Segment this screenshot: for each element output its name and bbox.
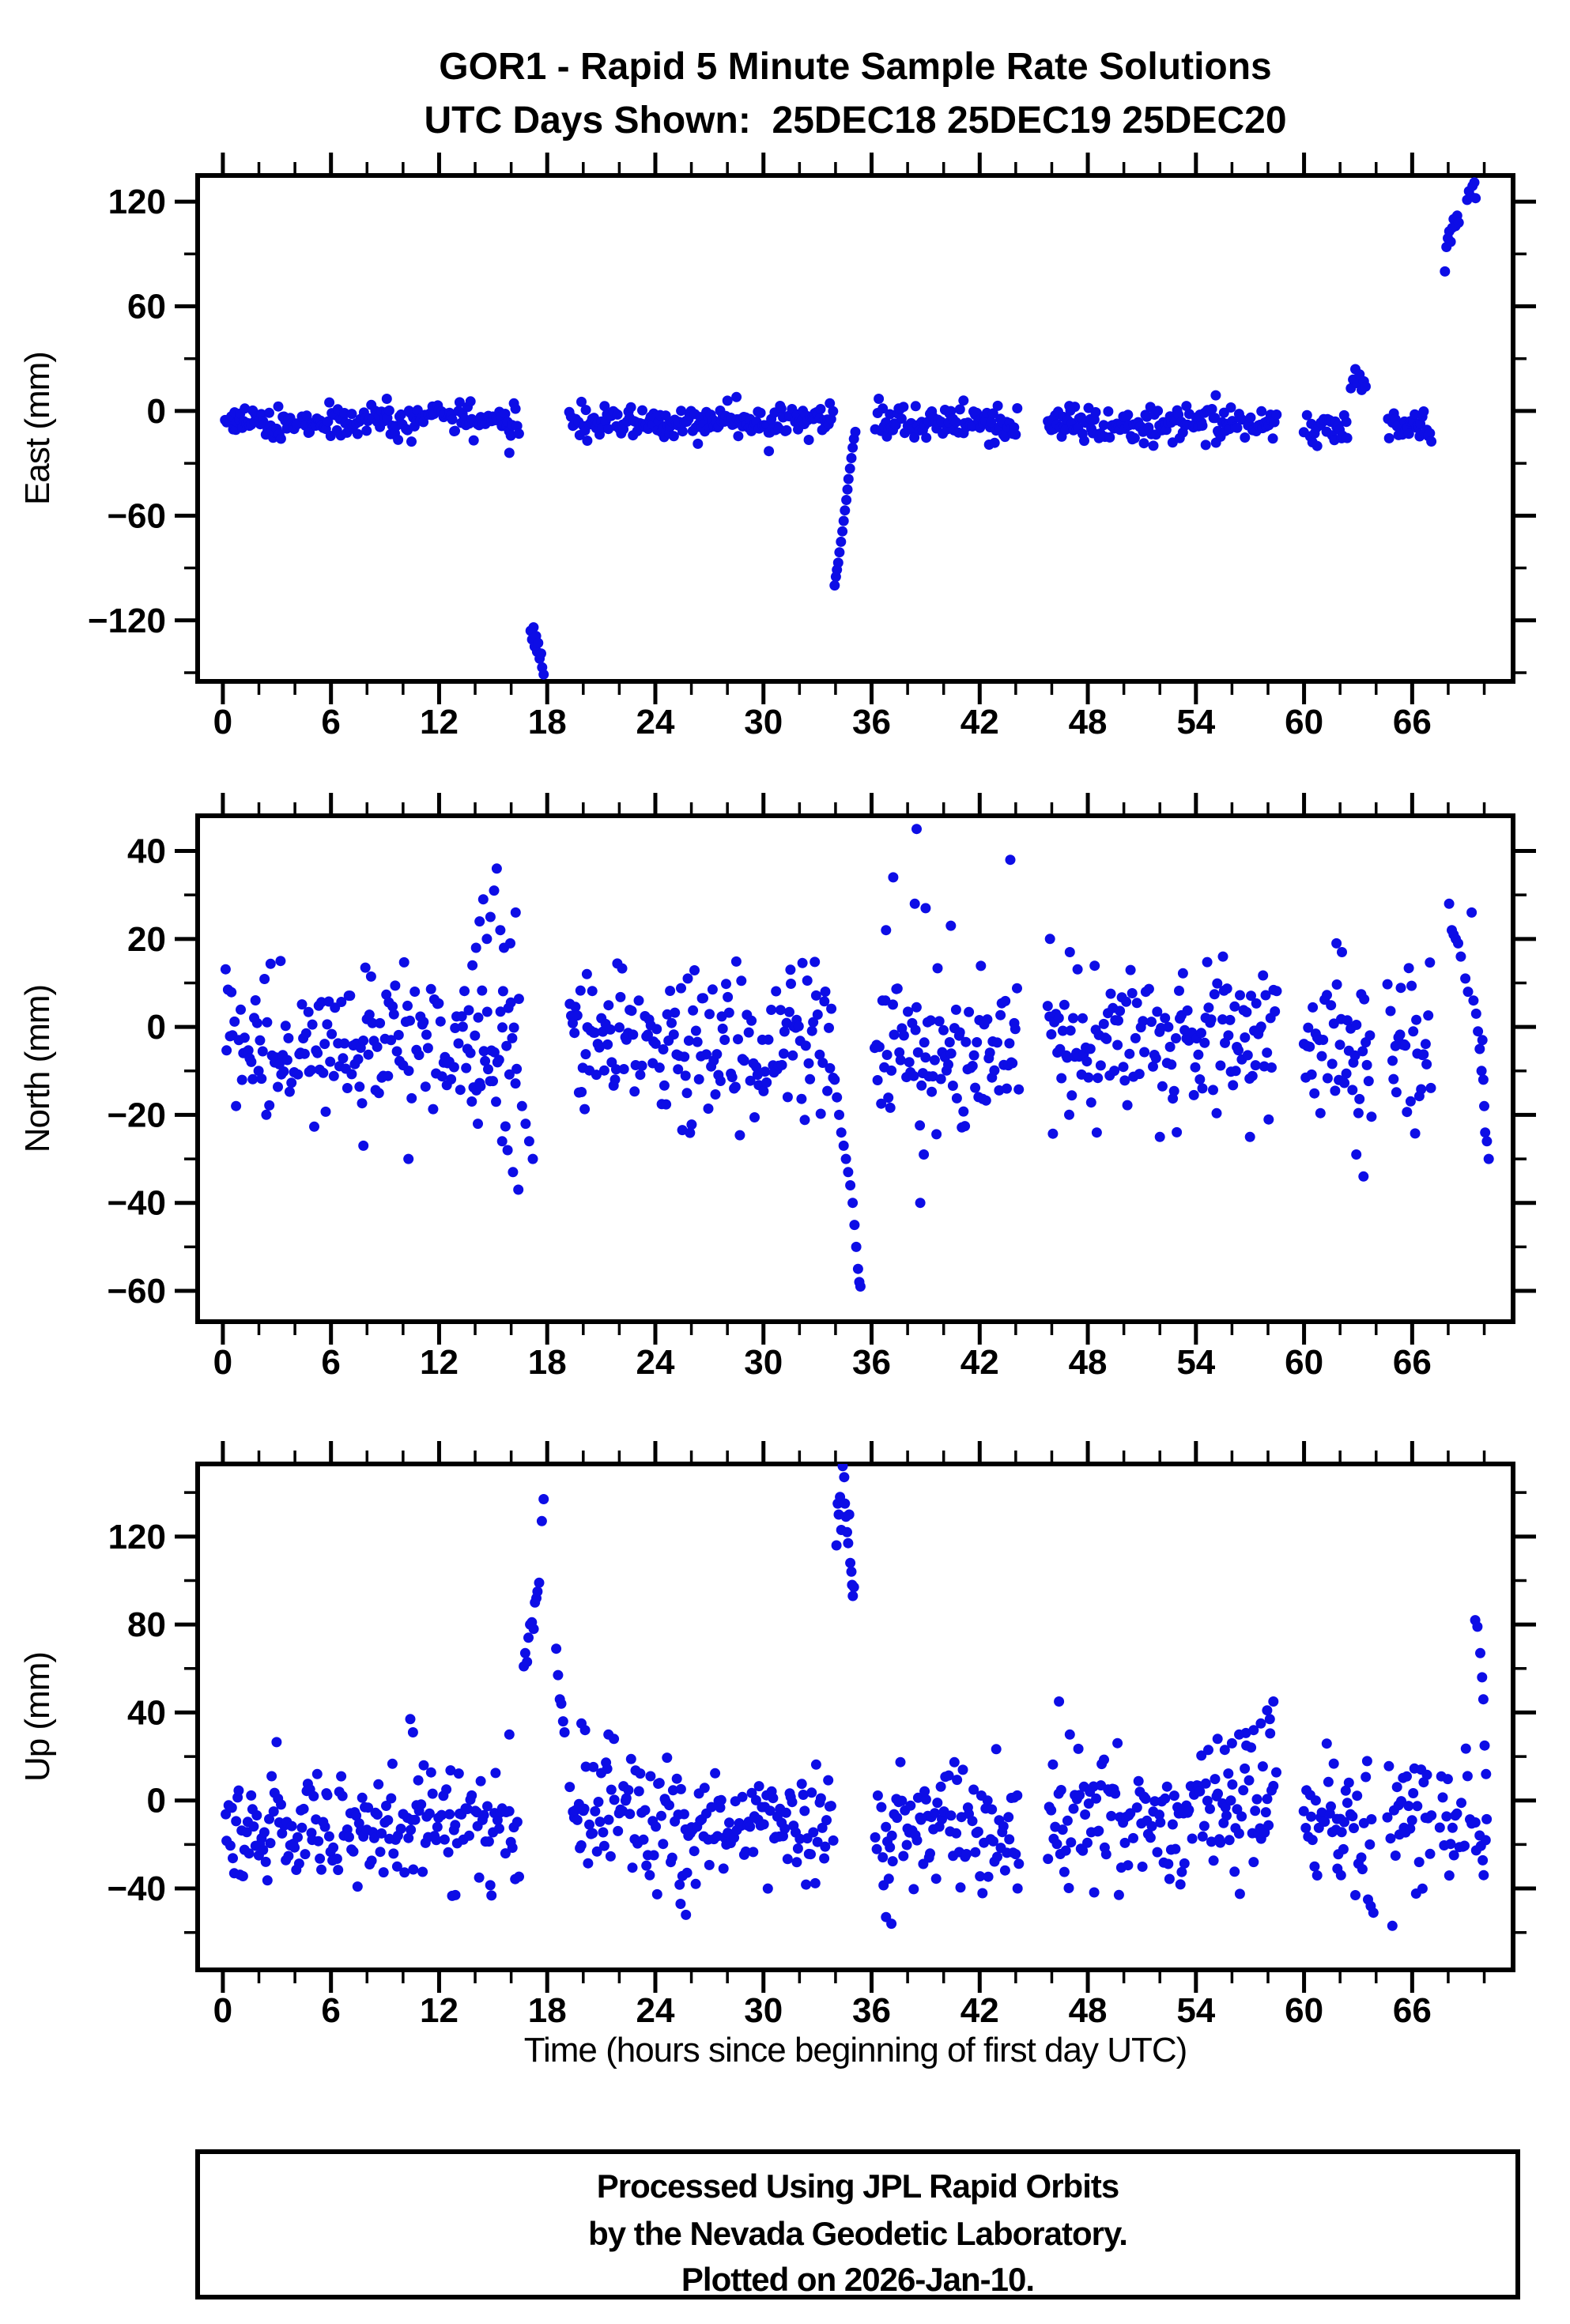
- caption-line-3: Plotted on 2026-Jan-10.: [681, 2261, 1034, 2298]
- east-xtick-42: 42: [960, 703, 999, 741]
- east-xtick-24: 24: [636, 703, 675, 741]
- north-frame: [195, 813, 1515, 1324]
- north-ytick--40: −40: [107, 1184, 166, 1223]
- up-xtick-0: 0: [213, 1991, 232, 2030]
- up-ytick-0: 0: [147, 1782, 166, 1820]
- east-xtick-6: 6: [321, 703, 340, 741]
- caption-border: [195, 2149, 1520, 2299]
- north-xtick-30: 30: [744, 1343, 783, 1382]
- north-xtick-60: 60: [1285, 1343, 1323, 1382]
- north-xtick-54: 54: [1176, 1343, 1215, 1382]
- east-xtick-36: 36: [852, 703, 891, 741]
- east-ytick--60: −60: [107, 496, 166, 535]
- east-frame: [195, 173, 1515, 684]
- east-xtick-18: 18: [528, 703, 567, 741]
- y-axis-label-east: East (mm): [18, 352, 57, 505]
- north-xtick-48: 48: [1069, 1343, 1108, 1382]
- north-ytick--60: −60: [107, 1272, 166, 1311]
- caption-box: Processed Using JPL Rapid Orbits by the …: [195, 2149, 1520, 2299]
- up-xtick-18: 18: [528, 1991, 567, 2030]
- north-xtick-12: 12: [420, 1343, 459, 1382]
- up-ytick-80: 80: [127, 1605, 166, 1644]
- north-ytick-20: 20: [127, 920, 166, 959]
- east-xtick-12: 12: [420, 703, 459, 741]
- panels: 0 6 12 18 24 30 36 42 48 54 60 66120600−60−120East …: [18, 153, 1536, 2030]
- north-xtick-42: 42: [960, 1343, 999, 1382]
- north-xtick-36: 36: [852, 1343, 891, 1382]
- up-ytick--40: −40: [107, 1869, 166, 1908]
- east-xtick-66: 66: [1393, 703, 1432, 741]
- up-panel: 0 6 12 18 24 30 36 42 48 54 60 66 120 80 40 0 −40 Up (mm): [18, 1441, 1536, 2030]
- up-ytick-40: 40: [127, 1693, 166, 1732]
- east-xtick-54: 54: [1176, 703, 1215, 741]
- east-ticks: [175, 153, 1536, 704]
- up-xtick-6: 6: [321, 1991, 340, 2030]
- north-xtick-0: 0: [213, 1343, 232, 1382]
- up-xtick-36: 36: [852, 1991, 891, 2030]
- east-ytick--120: −120: [88, 602, 166, 640]
- east-xtick-60: 60: [1285, 703, 1323, 741]
- east-xtick-0: 0: [213, 703, 232, 741]
- up-ytick-120: 120: [108, 1518, 166, 1556]
- east-ytick-120: 120: [108, 183, 166, 221]
- x-axis-label: Time (hours since beginning of first day…: [524, 2031, 1187, 2069]
- north-xtick-6: 6: [321, 1343, 340, 1382]
- up-frame: [195, 1462, 1515, 1972]
- caption-line-1: Processed Using JPL Rapid Orbits: [597, 2167, 1119, 2205]
- up-xtick-12: 12: [420, 1991, 459, 2030]
- up-xtick-54: 54: [1176, 1991, 1215, 2030]
- north-ytick--20: −20: [107, 1096, 166, 1134]
- y-axis-label-up: Up (mm): [18, 1652, 57, 1782]
- east-panel: 0 6 12 18 24 30 36 42 48 54 60 66 120 60 0 −60 −120 East …: [18, 153, 1536, 741]
- north-panel: 0 6 12 18 24 30 36 42 48 54 60 66 40 20 0 −20 −40 −60 Nort…: [18, 793, 1536, 1382]
- up-points: [221, 1464, 1493, 1931]
- north-xtick-24: 24: [636, 1343, 675, 1382]
- north-ytick-40: 40: [127, 832, 166, 871]
- up-xtick-30: 30: [744, 1991, 783, 2030]
- up-ticks: [175, 1441, 1536, 1993]
- figure-title-line2: UTC Days Shown: 25DEC18 25DEC19 25DEC20: [424, 100, 1286, 141]
- up-xtick-60: 60: [1285, 1991, 1323, 2030]
- figure-title-line1: GOR1 - Rapid 5 Minute Sample Rate Soluti…: [439, 46, 1271, 88]
- caption-line-2: by the Nevada Geodetic Laboratory.: [588, 2215, 1127, 2252]
- north-points: [220, 824, 1494, 1292]
- east-xtick-30: 30: [744, 703, 783, 741]
- north-ytick-0: 0: [147, 1008, 166, 1047]
- east-points: [220, 177, 1481, 680]
- east-xtick-48: 48: [1069, 703, 1108, 741]
- up-xtick-48: 48: [1069, 1991, 1108, 2030]
- north-xtick-18: 18: [528, 1343, 567, 1382]
- north-xtick-66: 66: [1393, 1343, 1432, 1382]
- east-ytick-60: 60: [127, 288, 166, 326]
- east-ytick-0: 0: [147, 392, 166, 431]
- up-xtick-66: 66: [1393, 1991, 1432, 2030]
- up-xtick-42: 42: [960, 1991, 999, 2030]
- up-xtick-24: 24: [636, 1991, 675, 2030]
- y-axis-label-north: North (mm): [18, 985, 57, 1153]
